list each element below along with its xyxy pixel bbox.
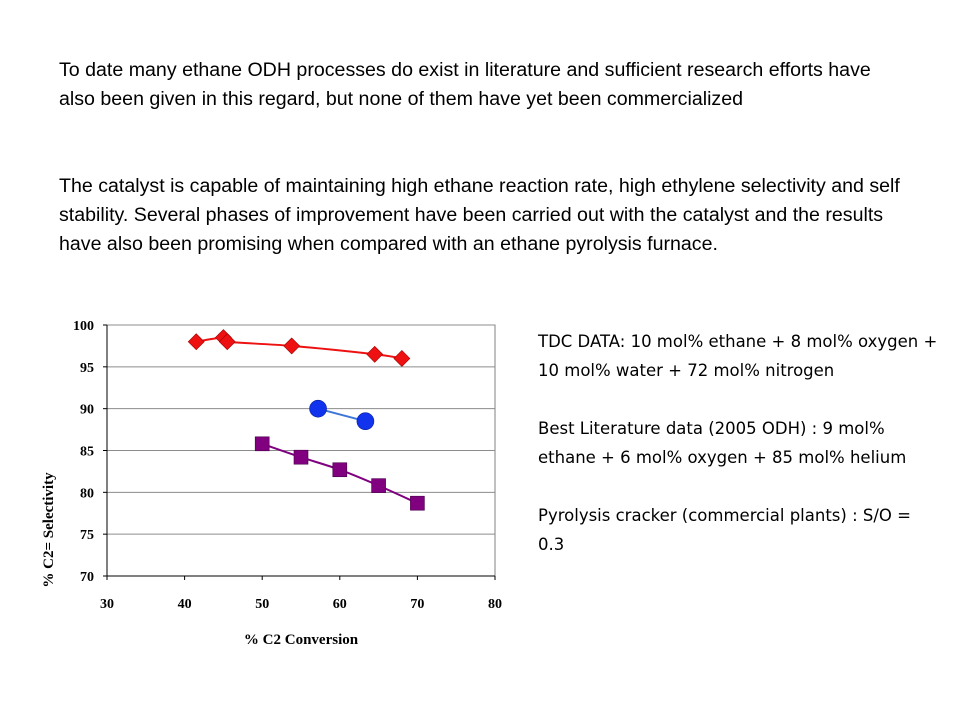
square-marker [371, 478, 386, 493]
diamond-marker [366, 345, 384, 363]
square-marker [254, 436, 270, 452]
diamond-marker [187, 333, 205, 351]
x-axis-label: % C2 Conversion [244, 632, 359, 648]
diamond-marker [283, 337, 301, 355]
square-marker [410, 495, 425, 511]
y-axis-label: % C2= Selectivity [41, 472, 57, 588]
y-tick-label: 70 [80, 570, 94, 585]
x-tick-label: 50 [255, 597, 269, 612]
diamond-marker [218, 333, 236, 351]
x-tick-label: 30 [100, 597, 114, 612]
selectivity-conversion-chart: 30 40 50 60 70 80 70 75 80 85 90 95 100 % C2 Conver… [41, 319, 502, 648]
intro-paragraph: To date many ethane ODH processes do exi… [59, 59, 871, 110]
y-tick-label: 90 [80, 403, 94, 418]
data-notes: TDC DATA: 10 mol% ethane + 8 mol% oxygen… [538, 327, 938, 559]
y-tick-label: 85 [80, 445, 94, 460]
circle-marker [309, 399, 327, 418]
catalyst-paragraph: The catalyst is capable of maintaining h… [59, 175, 900, 255]
tdc-data-note: TDC DATA: 10 mol% ethane + 8 mol% oxygen… [538, 332, 938, 380]
square-marker [332, 462, 348, 478]
circle-marker [356, 412, 375, 431]
x-tick-label: 70 [410, 597, 424, 612]
literature-data-note: Best Literature data (2005 ODH) : 9 mol%… [538, 419, 907, 467]
x-tick-label: 80 [488, 597, 502, 612]
y-tick-label: 75 [80, 528, 94, 543]
x-tick-label: 40 [178, 597, 192, 612]
x-tick-label: 60 [333, 597, 347, 612]
y-tick-label: 100 [73, 319, 94, 334]
y-tick-label: 95 [80, 361, 94, 376]
square-marker [293, 449, 309, 465]
diamond-marker [393, 350, 411, 367]
pyrolysis-note: Pyrolysis cracker (commercial plants) : … [538, 506, 911, 554]
y-tick-label: 80 [80, 486, 94, 501]
